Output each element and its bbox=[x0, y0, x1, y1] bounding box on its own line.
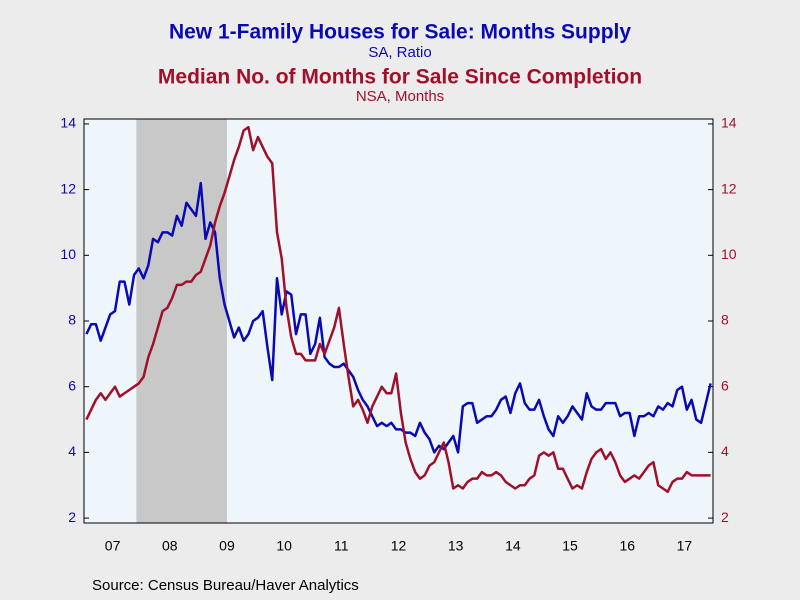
series-line bbox=[85, 125, 711, 494]
x-tick-label: 09 bbox=[219, 538, 235, 554]
x-tick-label: 10 bbox=[276, 538, 292, 554]
y-tick-label: 10 bbox=[60, 246, 76, 262]
y-tick-label: 4 bbox=[68, 443, 76, 459]
x-tick-label: 13 bbox=[448, 538, 464, 554]
chart-title: New 1-Family Houses for Sale: Months Sup… bbox=[169, 21, 631, 44]
chart-subtitle: SA, Ratio bbox=[368, 44, 431, 61]
series-line bbox=[85, 181, 712, 454]
plot-frame bbox=[83, 118, 714, 524]
y2-tick-label: 2 bbox=[721, 509, 729, 525]
x-tick-label: 08 bbox=[162, 538, 178, 554]
chart-subtitle-2: NSA, Months bbox=[356, 88, 444, 105]
y-tick-label: 12 bbox=[60, 180, 76, 196]
x-tick-label: 15 bbox=[562, 538, 578, 554]
recession-shade bbox=[136, 119, 227, 523]
source-note: Source: Census Bureau/Haver Analytics bbox=[92, 577, 359, 594]
y2-tick-label: 12 bbox=[721, 180, 737, 196]
x-tick-label: 16 bbox=[619, 538, 635, 554]
y2-tick-label: 4 bbox=[721, 443, 729, 459]
x-tick-label: 07 bbox=[105, 538, 121, 554]
x-tick-label: 11 bbox=[334, 538, 349, 554]
y2-tick-label: 14 bbox=[721, 115, 737, 131]
x-tick-label: 17 bbox=[677, 538, 693, 554]
y-tick-label: 2 bbox=[68, 509, 76, 525]
y2-tick-label: 8 bbox=[721, 312, 729, 328]
chart-title-2: Median No. of Months for Sale Since Comp… bbox=[158, 66, 642, 89]
y-tick-label: 6 bbox=[68, 377, 76, 393]
y-tick-label: 8 bbox=[68, 312, 76, 328]
y2-tick-label: 6 bbox=[721, 377, 729, 393]
x-tick-label: 12 bbox=[391, 538, 407, 554]
x-tick-label: 14 bbox=[505, 538, 521, 554]
y-tick-label: 14 bbox=[60, 115, 76, 131]
y2-tick-label: 10 bbox=[721, 246, 737, 262]
